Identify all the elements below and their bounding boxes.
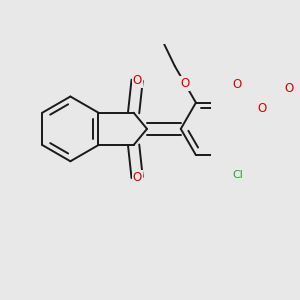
Text: O: O bbox=[284, 82, 293, 95]
Text: O: O bbox=[257, 102, 267, 115]
Text: Cl: Cl bbox=[232, 169, 243, 180]
Text: O: O bbox=[133, 171, 142, 184]
Text: O: O bbox=[180, 77, 189, 90]
Text: O: O bbox=[232, 78, 242, 91]
Text: O: O bbox=[133, 74, 142, 87]
